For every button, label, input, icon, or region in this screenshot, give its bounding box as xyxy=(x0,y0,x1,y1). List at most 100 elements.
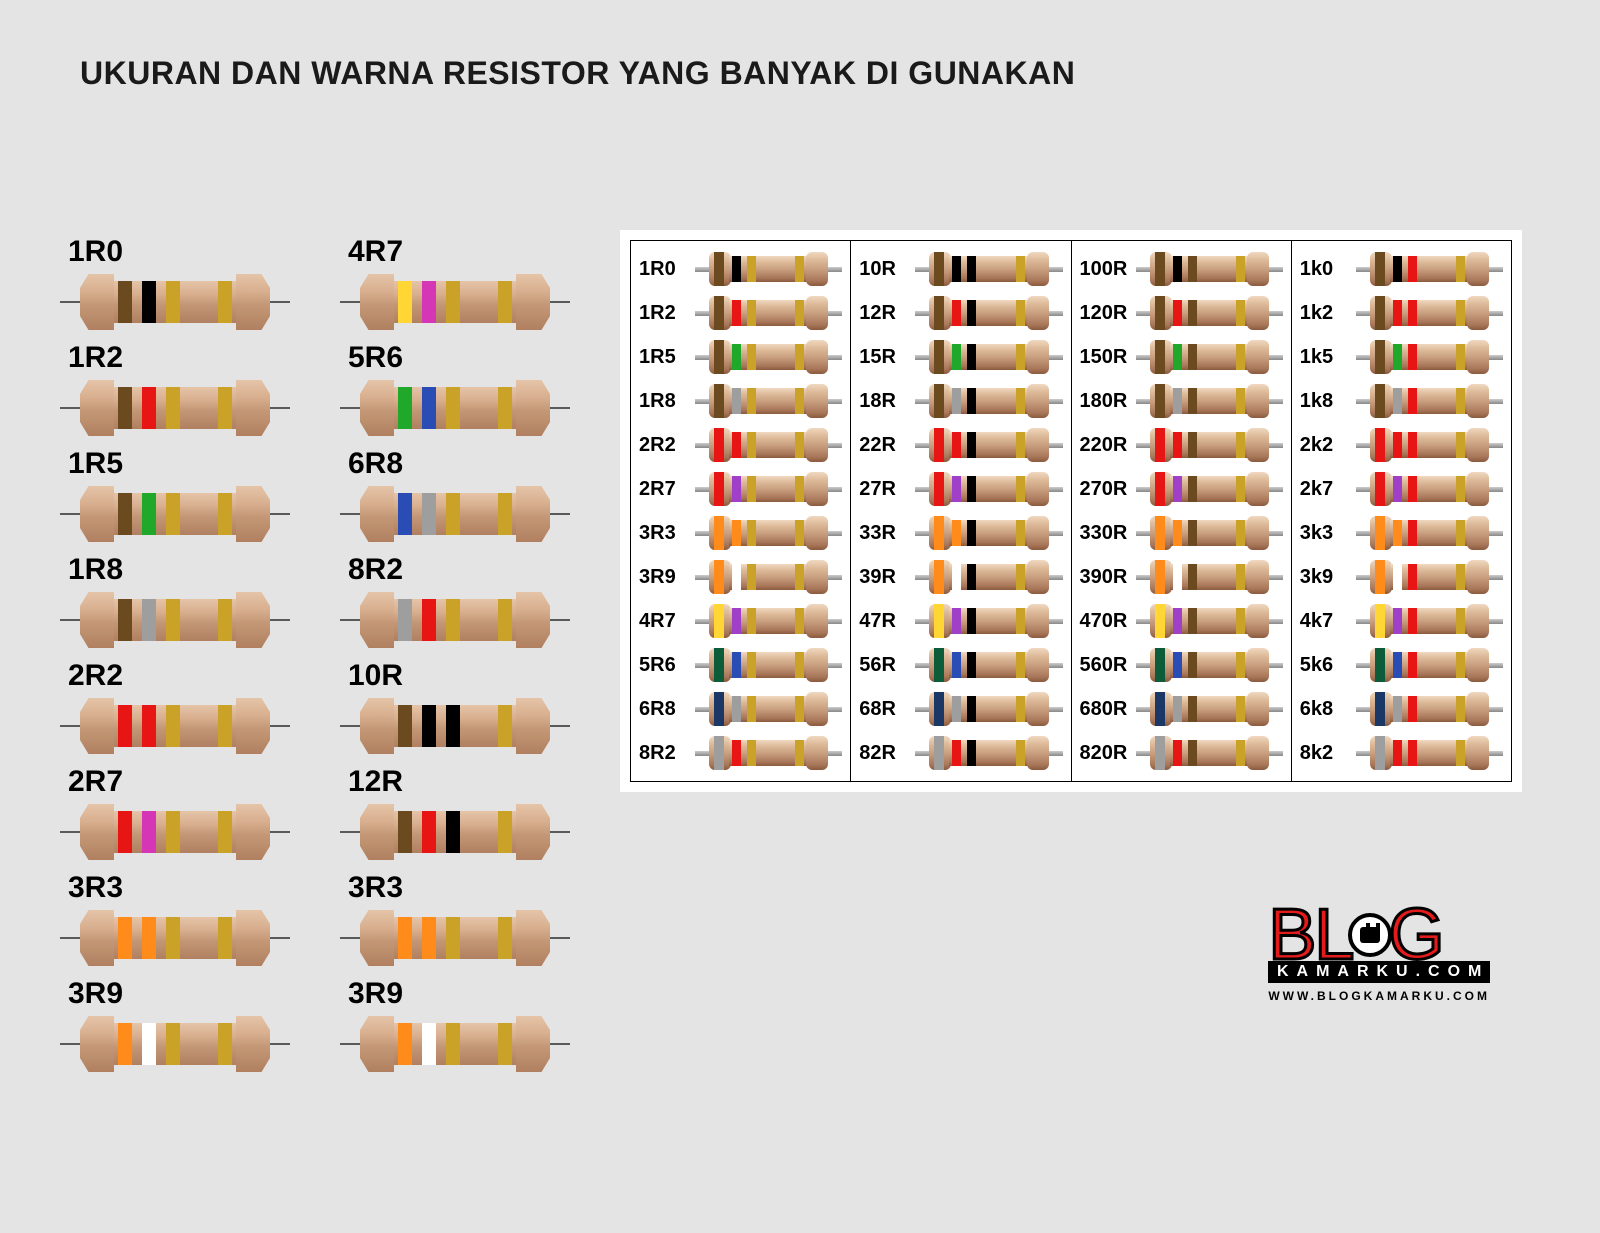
resistor-label: 3R3 xyxy=(639,522,695,545)
resistor-graphic xyxy=(1356,691,1503,727)
resistor-graphic xyxy=(1356,427,1503,463)
resistor-graphic xyxy=(1356,383,1503,419)
resistor-graphic xyxy=(1356,559,1503,595)
resistor-graphic xyxy=(1136,647,1283,683)
resistor-label: 1k8 xyxy=(1300,390,1356,413)
resistor-label: 3R9 xyxy=(639,566,695,589)
table-row: 15R xyxy=(859,335,1062,379)
table-row: 5R6 xyxy=(639,643,842,687)
large-resistor-cell: 8R2 xyxy=(340,553,570,651)
logo-url: WWW.BLOGKAMARKU.COM xyxy=(1268,989,1490,1003)
resistor-label: 2R2 xyxy=(68,659,290,693)
resistor-graphic xyxy=(915,735,1062,771)
logo-text-right: G xyxy=(1388,907,1444,965)
resistor-graphic xyxy=(340,801,570,863)
table-row: 27R xyxy=(859,467,1062,511)
table-row: 10R xyxy=(859,247,1062,291)
resistor-label: 1R0 xyxy=(639,258,695,281)
resistor-graphic xyxy=(1136,427,1283,463)
table-row: 2k2 xyxy=(1300,423,1503,467)
resistor-graphic xyxy=(60,801,290,863)
resistor-graphic xyxy=(340,1013,570,1075)
resistor-label: 8k2 xyxy=(1300,742,1356,765)
resistor-label: 1R5 xyxy=(639,346,695,369)
resistor-graphic xyxy=(915,647,1062,683)
table-row: 150R xyxy=(1080,335,1283,379)
table-row: 3R3 xyxy=(639,511,842,555)
large-resistor-cell: 3R9 xyxy=(60,977,290,1075)
resistor-label: 27R xyxy=(859,478,915,501)
resistor-label: 3R9 xyxy=(348,977,570,1011)
resistor-label: 10R xyxy=(348,659,570,693)
resistor-label: 2R2 xyxy=(639,434,695,457)
resistor-table: 1R01R21R51R82R22R73R33R94R75R66R88R210R1… xyxy=(630,240,1512,782)
large-resistor-cell: 10R xyxy=(340,659,570,757)
table-column: 10R12R15R18R22R27R33R39R47R56R68R82R xyxy=(851,241,1071,782)
table-row: 4R7 xyxy=(639,599,842,643)
resistor-label: 68R xyxy=(859,698,915,721)
large-resistor-cell: 1R8 xyxy=(60,553,290,651)
resistor-label: 1R8 xyxy=(639,390,695,413)
table-row: 5k6 xyxy=(1300,643,1503,687)
table-row: 100R xyxy=(1080,247,1283,291)
table-row: 22R xyxy=(859,423,1062,467)
resistor-graphic xyxy=(695,559,842,595)
resistor-label: 3R3 xyxy=(68,871,290,905)
large-resistor-cell: 1R5 xyxy=(60,447,290,545)
resistor-graphic xyxy=(915,427,1062,463)
resistor-label: 22R xyxy=(859,434,915,457)
table-row: 680R xyxy=(1080,687,1283,731)
resistor-label: 4k7 xyxy=(1300,610,1356,633)
resistor-graphic xyxy=(695,471,842,507)
resistor-label: 220R xyxy=(1080,434,1136,457)
resistor-graphic xyxy=(60,377,290,439)
resistor-label: 2R7 xyxy=(639,478,695,501)
resistor-graphic xyxy=(915,603,1062,639)
resistor-graphic xyxy=(695,295,842,331)
resistor-graphic xyxy=(1356,471,1503,507)
table-row: 1k0 xyxy=(1300,247,1503,291)
resistor-label: 39R xyxy=(859,566,915,589)
resistor-graphic xyxy=(60,483,290,545)
resistor-graphic xyxy=(1356,735,1503,771)
large-resistor-cell: 2R2 xyxy=(60,659,290,757)
table-row: 330R xyxy=(1080,511,1283,555)
resistor-label: 560R xyxy=(1080,654,1136,677)
resistor-label: 2k7 xyxy=(1300,478,1356,501)
resistor-label: 12R xyxy=(348,765,570,799)
large-resistor-cell: 4R7 xyxy=(340,235,570,333)
table-row: 68R xyxy=(859,687,1062,731)
resistor-label: 180R xyxy=(1080,390,1136,413)
resistor-graphic xyxy=(915,515,1062,551)
table-row: 2R7 xyxy=(639,467,842,511)
logo-subtitle: KAMARKU.COM xyxy=(1268,961,1490,983)
resistor-label: 2k2 xyxy=(1300,434,1356,457)
resistor-graphic xyxy=(695,691,842,727)
resistor-graphic xyxy=(695,603,842,639)
resistor-label: 3R9 xyxy=(68,977,290,1011)
resistor-label: 1R2 xyxy=(68,341,290,375)
table-row: 1k5 xyxy=(1300,335,1503,379)
resistor-label: 150R xyxy=(1080,346,1136,369)
table-row: 56R xyxy=(859,643,1062,687)
resistor-graphic xyxy=(695,515,842,551)
resistor-graphic xyxy=(695,735,842,771)
resistor-graphic xyxy=(1136,559,1283,595)
table-row: 220R xyxy=(1080,423,1283,467)
resistor-label: 6R8 xyxy=(639,698,695,721)
resistor-graphic xyxy=(695,647,842,683)
resistor-label: 1k5 xyxy=(1300,346,1356,369)
table-column: 100R120R150R180R220R270R330R390R470R560R… xyxy=(1071,241,1291,782)
resistor-graphic xyxy=(695,383,842,419)
table-column: 1R01R21R51R82R22R73R33R94R75R66R88R2 xyxy=(631,241,851,782)
table-row: 1k2 xyxy=(1300,291,1503,335)
resistor-label: 1R5 xyxy=(68,447,290,481)
resistor-label: 5k6 xyxy=(1300,654,1356,677)
resistor-graphic xyxy=(915,383,1062,419)
resistor-graphic xyxy=(60,907,290,969)
table-row: 8k2 xyxy=(1300,731,1503,775)
resistor-label: 15R xyxy=(859,346,915,369)
table-row: 560R xyxy=(1080,643,1283,687)
resistor-graphic xyxy=(1356,515,1503,551)
large-resistor-cell: 3R9 xyxy=(340,977,570,1075)
